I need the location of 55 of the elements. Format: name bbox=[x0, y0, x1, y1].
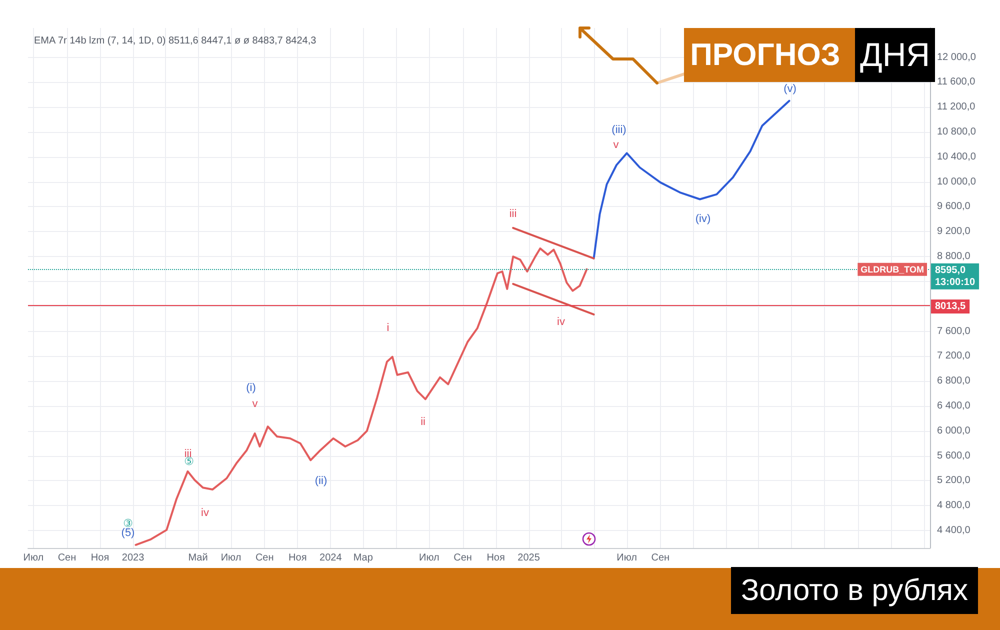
y-tick-label: 6 800,0 bbox=[937, 376, 971, 387]
x-tick-label: Ноя bbox=[486, 552, 505, 564]
y-tick-label: 10 800,0 bbox=[937, 126, 976, 138]
x-tick-label: Сен bbox=[58, 552, 76, 564]
y-tick-label: 11 200,0 bbox=[937, 102, 976, 113]
text: Золото в рублях bbox=[731, 567, 978, 614]
chart-subtitle: ПРОГНОЗ ДНЯ bbox=[689, 35, 931, 75]
y-tick-label: 5 600,0 bbox=[937, 450, 971, 462]
annotation: iii bbox=[509, 208, 517, 220]
y-tick-label: 8 800,0 bbox=[937, 251, 971, 262]
x-tick-label: Июл bbox=[220, 552, 242, 564]
annotation: (i) bbox=[246, 382, 256, 394]
text: GLDRUB_TOM bbox=[860, 264, 924, 274]
annotation: (ii) bbox=[314, 475, 328, 487]
y-tick-label: 7 200,0 bbox=[937, 350, 971, 362]
annotation: v bbox=[613, 139, 620, 151]
annotation: ii bbox=[420, 416, 426, 428]
annotation: (iii) bbox=[612, 124, 626, 136]
x-tick-label: Ноя bbox=[288, 552, 307, 564]
x-tick-label: 2024 bbox=[320, 552, 342, 564]
y-tick-label: 4 400,0 bbox=[937, 525, 971, 536]
x-tick-label: Мар bbox=[353, 552, 374, 564]
x-tick-label: Сен bbox=[255, 552, 274, 564]
y-tick-label: 11 600,0 bbox=[937, 76, 976, 88]
annotation: (iv) bbox=[695, 213, 711, 225]
annotation: (5) bbox=[121, 527, 135, 539]
x-tick-label: Сен bbox=[651, 552, 670, 564]
line-series bbox=[592, 100, 790, 260]
y-tick-label: 10 000,0 bbox=[937, 176, 976, 188]
x-tick-label: Сен bbox=[454, 552, 472, 564]
annotation: iv bbox=[201, 507, 210, 519]
annotation: i bbox=[386, 322, 390, 334]
y-tick-label: 12 000,0 bbox=[937, 52, 976, 63]
y-tick-label: 7 600,0 bbox=[937, 326, 971, 337]
y-tick-label: 4 800,0 bbox=[937, 500, 971, 512]
x-tick-label: 2025 bbox=[518, 552, 540, 564]
y-tick-label: 6 400,0 bbox=[937, 400, 971, 412]
x-tick-label: Июл bbox=[23, 552, 44, 564]
x-tick-label: 2023 bbox=[122, 552, 145, 564]
ref-line-label: 8013,5 bbox=[935, 301, 966, 312]
annotation: EMA 7r 14b lzm (7, 14, 1D, 0) 8511,6 8447,1 ø ø 8483,7 8424,3 bbox=[34, 36, 317, 46]
ref-line-label: 8595,0 13:00:10 bbox=[935, 264, 976, 288]
line-series bbox=[134, 247, 588, 546]
y-tick-label: 9 600,0 bbox=[937, 201, 971, 212]
x-tick-label: Июл bbox=[419, 552, 440, 564]
annotation: v bbox=[252, 398, 258, 410]
annotation: iv bbox=[557, 316, 566, 328]
y-tick-label: 10 400,0 bbox=[937, 151, 976, 162]
y-tick-label: 5 200,0 bbox=[937, 475, 971, 486]
x-tick-label: Май bbox=[188, 552, 208, 564]
y-tick-label: 6 000,0 bbox=[937, 425, 971, 436]
x-tick-label: Ноя bbox=[90, 552, 110, 564]
x-tick-label: Июл bbox=[616, 552, 638, 564]
annotation: (v) bbox=[784, 83, 796, 95]
y-tick-label: 9 200,0 bbox=[937, 226, 971, 238]
